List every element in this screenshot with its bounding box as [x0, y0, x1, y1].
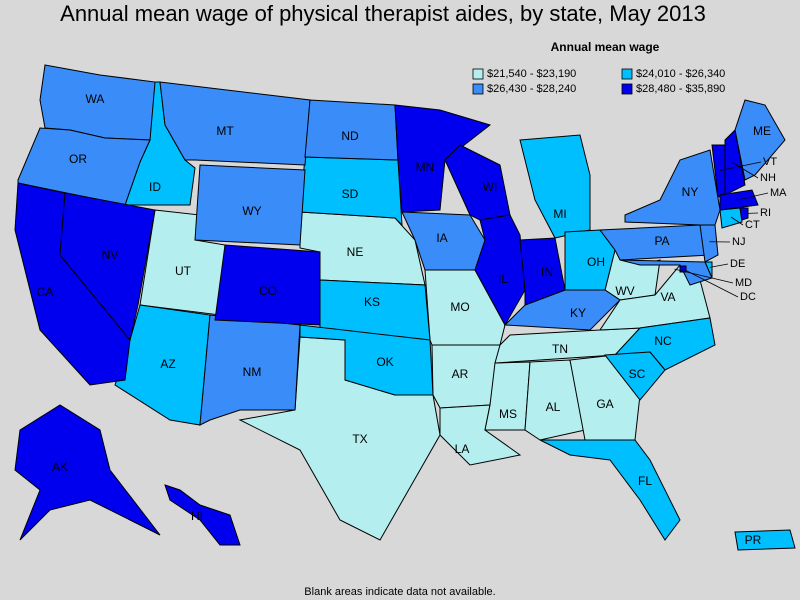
legend-swatch — [621, 68, 633, 80]
state-label: CA — [37, 285, 54, 299]
legend-swatch — [472, 83, 484, 95]
state-label: AL — [546, 400, 561, 414]
state-label: DE — [730, 258, 745, 270]
state-label: WV — [615, 284, 634, 298]
state-label: AZ — [160, 357, 175, 371]
legend-label: $26,430 - $28,240 — [487, 83, 576, 95]
state-label: NY — [682, 185, 699, 199]
state — [59, 192, 156, 342]
map-title: Annual mean wage of physical therapist a… — [60, 1, 706, 26]
state-label: IL — [498, 272, 508, 286]
state — [194, 164, 306, 246]
state-labels: UT NE MO AR TX LA MS AL GA TN WV VA ID SD KS OK AZ MI OH NC… — [37, 92, 787, 547]
state — [164, 484, 241, 546]
state-label: ME — [753, 124, 771, 138]
state — [734, 99, 786, 181]
leader-line — [732, 162, 759, 179]
state-label: OK — [376, 355, 393, 369]
leader-line — [730, 216, 744, 226]
state — [619, 259, 713, 286]
state-label: FL — [638, 474, 652, 488]
legend-swatch — [621, 83, 633, 95]
state — [539, 439, 681, 541]
state — [564, 229, 616, 291]
state — [299, 324, 434, 396]
state-label: KY — [570, 306, 586, 320]
state-label: WA — [86, 92, 105, 106]
legend: $21,540 - $23,190 $24,010 - $26,340 $26,43… — [472, 68, 725, 95]
state-label: MI — [553, 207, 566, 221]
state — [214, 244, 321, 326]
states — [14, 64, 796, 551]
state-label: WI — [483, 180, 498, 194]
state — [734, 529, 796, 551]
state — [524, 359, 586, 441]
leader-line — [744, 212, 759, 214]
state-label: CO — [259, 284, 277, 298]
legend-swatch — [472, 68, 484, 80]
state-label: HI — [191, 509, 203, 523]
legend-title: Annual mean wage — [551, 40, 660, 54]
leader-line — [709, 263, 729, 268]
legend-label: $21,540 - $23,190 — [487, 68, 576, 80]
state-label: NJ — [732, 236, 745, 248]
state — [699, 224, 719, 263]
state — [474, 214, 526, 327]
state-label: NM — [243, 365, 262, 379]
state-label: NV — [102, 248, 119, 262]
state — [599, 224, 711, 261]
state — [739, 207, 749, 221]
state-label: ID — [149, 180, 161, 194]
state-label: MN — [416, 160, 435, 174]
state-label: MT — [216, 124, 234, 138]
state-label: OH — [587, 255, 605, 269]
state-label: ND — [341, 129, 359, 143]
legend-label: $28,480 - $35,890 — [636, 83, 725, 95]
state-label: OR — [69, 152, 87, 166]
state-label: SD — [342, 187, 359, 201]
state-label: GA — [596, 397, 613, 411]
state — [394, 104, 492, 213]
state-label: MA — [770, 187, 787, 199]
state-label: TX — [352, 432, 367, 446]
leader-line — [719, 161, 762, 171]
state-label: NC — [654, 334, 672, 348]
state-label: WY — [242, 204, 261, 218]
state-label: VA — [660, 290, 675, 304]
state — [724, 128, 746, 196]
leader-line — [682, 268, 739, 298]
state-label: PR — [745, 533, 762, 547]
state-label: RI — [760, 207, 771, 219]
leader-line — [737, 192, 769, 201]
state-label: IA — [436, 231, 447, 245]
state-label: MO — [450, 300, 469, 314]
state — [519, 134, 591, 239]
state-label: KS — [364, 295, 380, 309]
leader-line — [674, 268, 734, 284]
state — [604, 351, 666, 401]
state-label: CT — [745, 219, 760, 231]
state-label: UT — [175, 264, 192, 278]
legend-label: $24,010 - $26,340 — [636, 68, 725, 80]
state-label: VT — [763, 156, 777, 168]
footnote: Blank areas indicate data not available. — [304, 586, 495, 598]
state — [199, 314, 301, 426]
state-label: LA — [455, 442, 470, 456]
state-label: NE — [347, 245, 364, 259]
state — [519, 237, 566, 306]
state-label: SC — [629, 367, 646, 381]
state — [14, 404, 161, 541]
state-label: AR — [452, 367, 469, 381]
state-label: AK — [52, 460, 68, 474]
state — [484, 361, 531, 431]
state-label: TN — [552, 342, 568, 356]
state-label: IN — [541, 265, 553, 279]
state-label: NH — [760, 172, 776, 184]
state-label: PA — [654, 234, 669, 248]
state-label: MD — [735, 277, 752, 289]
state-label: MS — [499, 407, 517, 421]
state-label: DC — [740, 291, 756, 303]
